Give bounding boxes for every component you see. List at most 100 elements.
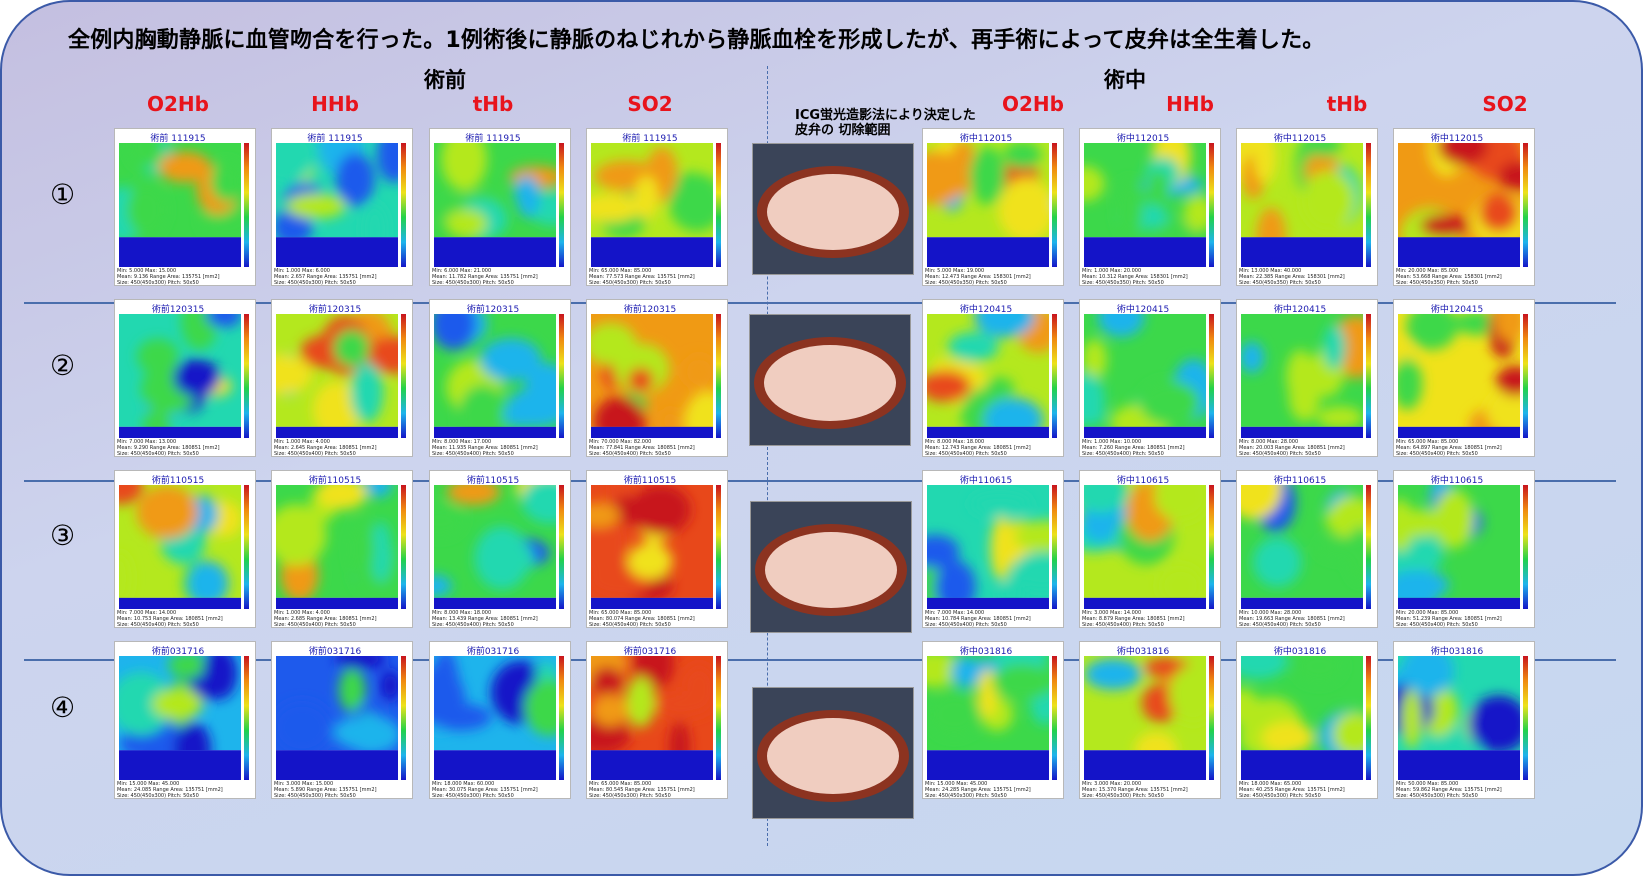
stats-line: Min: 18.000 Max: 65.000 [1239, 781, 1302, 787]
heatmap [1241, 656, 1363, 780]
heatmap-blob [126, 183, 167, 237]
heatmap-blob [1253, 143, 1276, 184]
heatmap-blob [350, 362, 384, 423]
stats-line: Size: 450(450x400) Pitch: 50x50 [589, 622, 671, 628]
heatmap-stats: Min: 5.000 Max: 19.000 Mean: 12.473 Range… [925, 268, 1061, 286]
row-number: ① [50, 178, 76, 211]
heatmap-stats: Min: 70.000 Max: 82.000 Mean: 77.841 Rang… [589, 439, 725, 457]
heatmap-out-of-range [1398, 237, 1520, 267]
heatmap-blob [1494, 314, 1520, 343]
colorbar [244, 485, 249, 609]
icg-note: ICG蛍光造影法により決定した 皮弁の 切除範囲 [795, 108, 1005, 138]
colorbar [716, 143, 721, 267]
stats-line: Min: 5.000 Max: 15.000 [117, 268, 177, 274]
colorbar [1052, 314, 1057, 438]
colorbar [1209, 143, 1214, 267]
heatmap-blob [591, 193, 641, 223]
stats-line: Min: 8.000 Max: 17.000 [432, 439, 492, 445]
heatmap-stats: Min: 3.000 Max: 14.000 Mean: 8.879 Range … [1082, 610, 1218, 628]
heatmap-title: 術中031816 [1273, 647, 1327, 657]
heatmap-blob [1183, 195, 1206, 232]
colorbar [244, 143, 249, 267]
heatmap [1241, 314, 1363, 438]
stats-line: Mean: 15.370 Range Area: 135751 [mm2] [1082, 787, 1188, 793]
heatmap-card: 術前031716 Min: 3.000 Max: 15.000 Mean: 5.89… [271, 641, 413, 799]
heatmap-stats: Min: 1.000 Max: 4.000 Mean: 2.685 Range A… [274, 610, 410, 628]
heatmap [927, 314, 1049, 438]
heatmap-blob [951, 656, 981, 689]
heatmap-stats: Min: 7.000 Max: 14.000 Mean: 10.784 Range… [925, 610, 1061, 628]
colorbar [1366, 143, 1371, 267]
heatmap-title: 術中110615 [959, 476, 1013, 486]
stats-line: Min: 3.000 Max: 20.000 [1082, 781, 1142, 787]
heatmap-blob [276, 143, 315, 184]
heatmap-blob [447, 485, 501, 506]
heatmap-blob [974, 314, 1035, 338]
heatmap-blob [1401, 689, 1423, 749]
colorbar [401, 485, 406, 609]
heatmap-stats: Min: 8.000 Max: 18.000 Mean: 13.439 Range… [432, 610, 568, 628]
stats-line: Mean: 24.285 Range Area: 135751 [mm2] [925, 787, 1031, 793]
colorbar [716, 485, 721, 609]
stats-line: Mean: 5.890 Range Area: 135751 [mm2] [274, 787, 377, 793]
heatmap-blob [335, 656, 386, 670]
stats-line: Mean: 12.743 Range Area: 180851 [mm2] [925, 445, 1031, 451]
heatmap-card: 術前 111915 Min: 1.000 Max: 6.000 Mean: 2.65… [271, 128, 413, 286]
heatmap-stats: Min: 1.000 Max: 20.000 Mean: 10.312 Range… [1082, 268, 1218, 286]
heatmap-out-of-range [1084, 750, 1206, 780]
heatmap-blob [1302, 170, 1355, 231]
stats-line: Size: 450(450x300) Pitch: 50x50 [432, 280, 514, 286]
stats-line: Size: 450(450x400) Pitch: 50x50 [1082, 451, 1164, 457]
heatmap-blob [434, 504, 464, 538]
stats-line: Min: 8.000 Max: 18.000 [432, 610, 492, 616]
stats-line: Size: 450(450x350) Pitch: 50x50 [1239, 280, 1321, 286]
heatmap-blob [1084, 339, 1107, 380]
heatmap-blob [205, 314, 241, 328]
col-header-pre-hhb: HHb [311, 92, 359, 116]
stats-line: Min: 7.000 Max: 13.000 [117, 439, 177, 445]
stats-line: Mean: 8.879 Range Area: 180851 [mm2] [1082, 616, 1185, 622]
heatmap-blob [991, 664, 1049, 700]
heatmap [591, 656, 713, 780]
heatmap-out-of-range [1241, 237, 1363, 267]
heatmap-blob [1332, 711, 1363, 751]
stats-line: Min: 65.000 Max: 85.000 [589, 268, 652, 274]
heatmap [1241, 143, 1363, 267]
stats-line: Mean: 80.074 Range Area: 180851 [mm2] [589, 616, 695, 622]
stats-line: Min: 50.000 Max: 85.000 [1396, 781, 1459, 787]
heatmap-blob [669, 721, 690, 751]
heatmap-stats: Min: 7.000 Max: 13.000 Mean: 9.290 Range … [117, 439, 253, 457]
heatmap-stats: Min: 18.000 Max: 60.000 Mean: 30.075 Rang… [432, 781, 568, 799]
stats-line: Size: 450(450x300) Pitch: 50x50 [1396, 793, 1478, 799]
heatmap [1084, 485, 1206, 609]
heatmap-blob [136, 485, 198, 539]
heatmap-blob [1406, 314, 1458, 350]
stats-line: Mean: 77.573 Range Area: 135751 [mm2] [589, 274, 695, 280]
heatmap [591, 143, 713, 267]
heatmap-title: 術中110615 [1430, 476, 1484, 486]
heatmap-card: 術前031716 Min: 18.000 Max: 60.000 Mean: 30.… [429, 641, 571, 799]
heatmap-blob [1097, 314, 1145, 337]
heatmap-card: 術中110615 Min: 20.000 Max: 85.000 Mean: 51.… [1393, 470, 1535, 628]
heatmap [119, 314, 241, 438]
heatmap-card: 術前120315 Min: 1.000 Max: 4.000 Mean: 2.645… [271, 299, 413, 457]
heatmap-title: 術中031816 [1116, 647, 1170, 657]
icg-note-line: 皮弁の 切除範囲 [795, 123, 891, 138]
heatmap-blob [119, 551, 132, 598]
heatmap-title: 術中112015 [959, 134, 1013, 144]
stats-line: Min: 65.000 Max: 85.000 [589, 781, 652, 787]
stats-line: Mean: 2.657 Range Area: 135751 [mm2] [274, 274, 377, 280]
heatmap-title: 術前120315 [466, 305, 520, 315]
heatmap-stats: Min: 8.000 Max: 17.000 Mean: 11.935 Range… [432, 439, 568, 457]
flap-skin [765, 532, 897, 608]
row-number: ③ [50, 519, 76, 552]
heatmap-blob [158, 151, 212, 183]
heatmap-blob [1316, 536, 1363, 560]
row-divider [24, 480, 1616, 482]
heatmap-blob [1139, 380, 1200, 425]
heatmap-blob [379, 670, 398, 702]
heatmap-out-of-range [927, 750, 1049, 780]
stats-line: Size: 450(450x400) Pitch: 50x50 [432, 451, 514, 457]
colorbar [716, 314, 721, 438]
heatmap-title: 術中112015 [1273, 134, 1327, 144]
